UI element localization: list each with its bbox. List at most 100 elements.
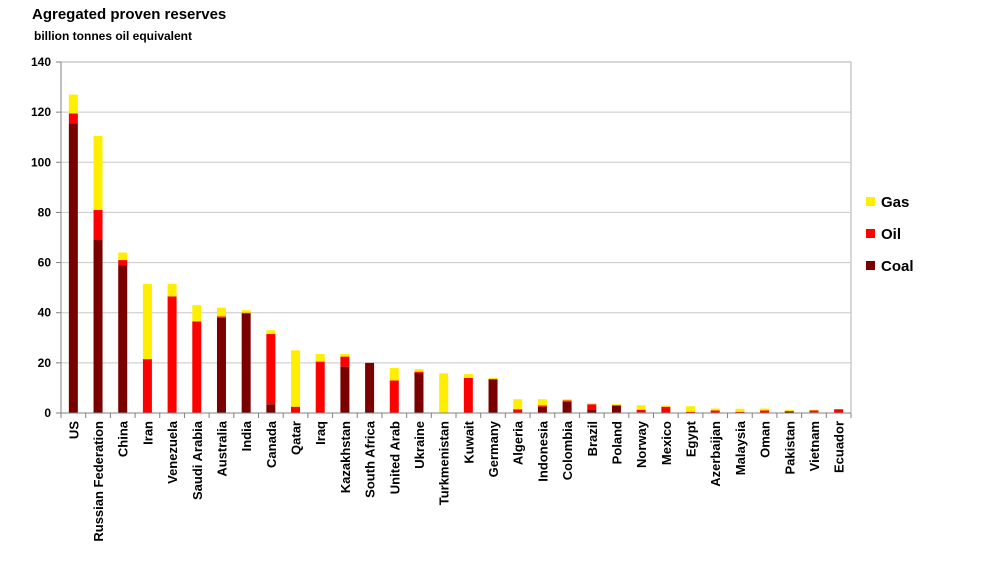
- x-tick-label: US: [66, 421, 81, 439]
- x-tick-label: Brazil: [585, 421, 600, 456]
- chart-subtitle: billion tonnes oil equivalent: [34, 29, 193, 43]
- bar-oil: [241, 312, 251, 314]
- bar-oil: [340, 356, 350, 367]
- chart-title: Agregated proven reserves: [32, 6, 227, 23]
- bar-coal: [414, 372, 424, 413]
- bar-coal: [93, 240, 103, 413]
- x-tick-label: Ukraine: [412, 421, 427, 469]
- bar-gas: [142, 283, 152, 360]
- x-tick-label: Venezuela: [165, 420, 180, 484]
- bar-gas: [784, 409, 794, 411]
- x-tick-label: China: [116, 420, 131, 457]
- bar-oil: [389, 380, 399, 413]
- bar-coal: [216, 317, 226, 413]
- bar-oil: [710, 410, 720, 413]
- y-tick-label: 40: [38, 306, 52, 320]
- bar-oil: [760, 410, 770, 413]
- bar-gas: [68, 94, 78, 114]
- bar-coal: [241, 313, 251, 413]
- x-tick-label: Turkmenistan: [437, 421, 452, 505]
- y-tick-label: 100: [31, 155, 51, 169]
- legend-swatch-oil: [866, 229, 875, 238]
- x-tick-label: Pakistan: [782, 421, 797, 475]
- bar-coal: [68, 123, 78, 414]
- bar-gas: [488, 377, 498, 380]
- x-tick-label: Azerbaijan: [708, 421, 723, 487]
- bar-gas: [587, 403, 597, 405]
- legend: Gas Oil Coal: [866, 194, 914, 275]
- bar-oil: [463, 377, 473, 413]
- bar-gas: [760, 408, 770, 411]
- x-tick-label: Norway: [634, 420, 649, 468]
- bar-oil: [834, 409, 844, 413]
- x-tick-label: Saudi Arabia: [190, 420, 205, 500]
- bar-gas: [216, 307, 226, 317]
- bar-oil: [93, 209, 103, 241]
- bar-oil: [587, 404, 597, 410]
- x-tick-label: Oman: [758, 421, 773, 458]
- legend-label-coal: Coal: [881, 258, 914, 275]
- bar-oil: [216, 316, 226, 318]
- bar-oil: [192, 321, 202, 413]
- y-tick-label: 20: [38, 356, 52, 370]
- bar-oil: [167, 296, 177, 413]
- bar-coal: [266, 404, 276, 413]
- bar-coal: [365, 362, 375, 413]
- bar-oil: [513, 409, 523, 413]
- bar-gas: [192, 305, 202, 322]
- bar-gas: [513, 399, 523, 410]
- bar-oil: [68, 113, 78, 124]
- bar-oil: [537, 405, 547, 407]
- bar-gas: [241, 310, 251, 313]
- bar-oil: [562, 400, 572, 402]
- x-tick-label: Poland: [609, 421, 624, 464]
- bar-oil: [735, 411, 745, 413]
- y-tick-label: 0: [44, 406, 51, 420]
- bar-oil: [142, 359, 152, 413]
- bar-gas: [611, 404, 621, 406]
- bar-gas: [291, 350, 301, 407]
- bar-oil: [636, 409, 646, 413]
- bar-gas: [93, 135, 103, 210]
- bar-coal: [611, 405, 621, 413]
- x-tick-label: Vietnam: [807, 421, 822, 471]
- legend-swatch-coal: [866, 261, 875, 270]
- y-tick-label: 80: [38, 205, 52, 219]
- x-tick-label: India: [239, 420, 254, 451]
- bar-coal: [537, 406, 547, 413]
- x-tick-label: Ecuador: [832, 421, 847, 473]
- x-tick-label: Iran: [140, 421, 155, 445]
- plot-area: [60, 61, 852, 414]
- x-tick-label: Indonesia: [535, 420, 550, 481]
- bar-oil: [784, 410, 794, 412]
- bar-oil: [315, 361, 325, 413]
- bar-gas: [439, 373, 449, 413]
- bar-gas: [463, 374, 473, 378]
- bar-gas: [389, 367, 399, 381]
- bar-coal: [340, 366, 350, 413]
- bar-oil: [414, 371, 424, 373]
- legend-label-oil: Oil: [881, 226, 901, 243]
- x-tick-label: Egypt: [684, 420, 699, 457]
- bar-gas: [809, 409, 819, 411]
- y-tick-label: 140: [31, 55, 51, 69]
- y-axis: 0 20 40 60 80 100 120 140: [31, 55, 62, 420]
- bar-oil: [266, 334, 276, 405]
- bar-oil: [118, 260, 128, 266]
- bar-coal: [562, 401, 572, 413]
- bar-oil: [809, 410, 819, 413]
- bar-gas: [340, 354, 350, 357]
- x-tick-label: Russian Federation: [91, 421, 106, 542]
- bar-oil: [686, 411, 696, 413]
- x-tick-label: Canada: [264, 420, 279, 468]
- bar-gas: [710, 408, 720, 411]
- bar-coal: [118, 265, 128, 413]
- x-tick-label: Malaysia: [733, 420, 748, 475]
- x-tick-label: Qatar: [289, 421, 304, 455]
- bar-gas: [167, 283, 177, 297]
- x-tick-label: South Africa: [363, 420, 378, 498]
- x-tick-label: Iraq: [313, 421, 328, 445]
- x-tick-label: Australia: [214, 420, 229, 476]
- x-tick-label: Kuwait: [461, 420, 476, 463]
- bars-group: [68, 94, 844, 414]
